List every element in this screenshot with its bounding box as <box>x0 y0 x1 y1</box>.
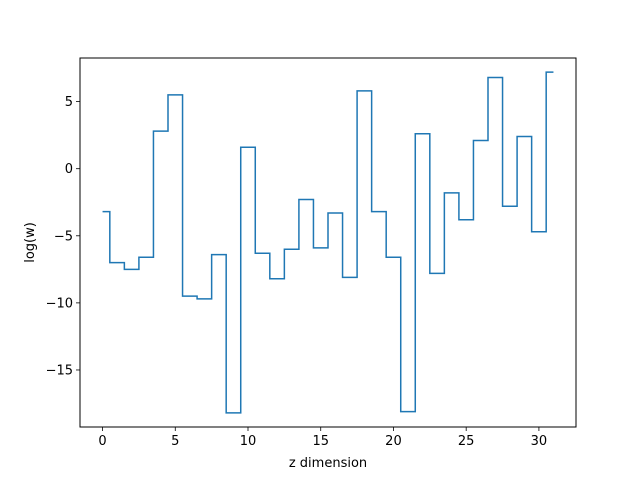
x-tick-label: 5 <box>171 434 179 449</box>
series-line-0 <box>102 71 554 414</box>
x-tick-label: 0 <box>98 434 106 449</box>
plot-frame <box>79 57 577 428</box>
plot-layer <box>102 71 554 414</box>
x-tick-label: 30 <box>531 434 548 449</box>
y-axis-label: log(w) <box>23 222 38 263</box>
y-tick-label: −15 <box>46 363 73 378</box>
y-tick-label: −5 <box>54 229 73 244</box>
x-tick-label: 20 <box>385 434 402 449</box>
y-tick-label: 5 <box>65 95 73 110</box>
ticks-layer: 0 5 10 15 20 25 30 −15 −10 −5 0 5 <box>46 95 548 449</box>
x-axis-label: z dimension <box>289 456 367 471</box>
x-tick-label: 15 <box>312 434 329 449</box>
x-tick-label: 10 <box>240 434 257 449</box>
y-tick-label: −10 <box>46 296 73 311</box>
x-tick-label: 25 <box>458 434 475 449</box>
y-tick-label: 0 <box>65 162 73 177</box>
